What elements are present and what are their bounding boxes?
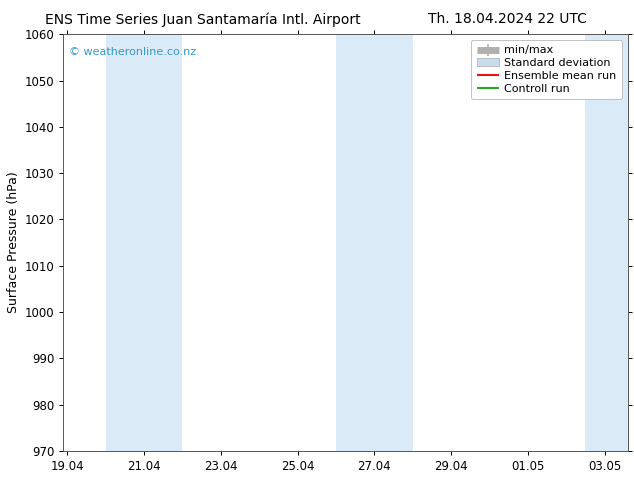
Bar — [585, 34, 628, 451]
Y-axis label: Surface Pressure (hPa): Surface Pressure (hPa) — [8, 172, 20, 314]
Text: ENS Time Series Juan Santamaría Intl. Airport: ENS Time Series Juan Santamaría Intl. Ai… — [45, 12, 361, 27]
Bar — [106, 34, 183, 451]
Bar — [336, 34, 413, 451]
Text: © weatheronline.co.nz: © weatheronline.co.nz — [69, 47, 196, 57]
Text: Th. 18.04.2024 22 UTC: Th. 18.04.2024 22 UTC — [428, 12, 586, 26]
Legend: min/max, Standard deviation, Ensemble mean run, Controll run: min/max, Standard deviation, Ensemble me… — [471, 40, 622, 99]
